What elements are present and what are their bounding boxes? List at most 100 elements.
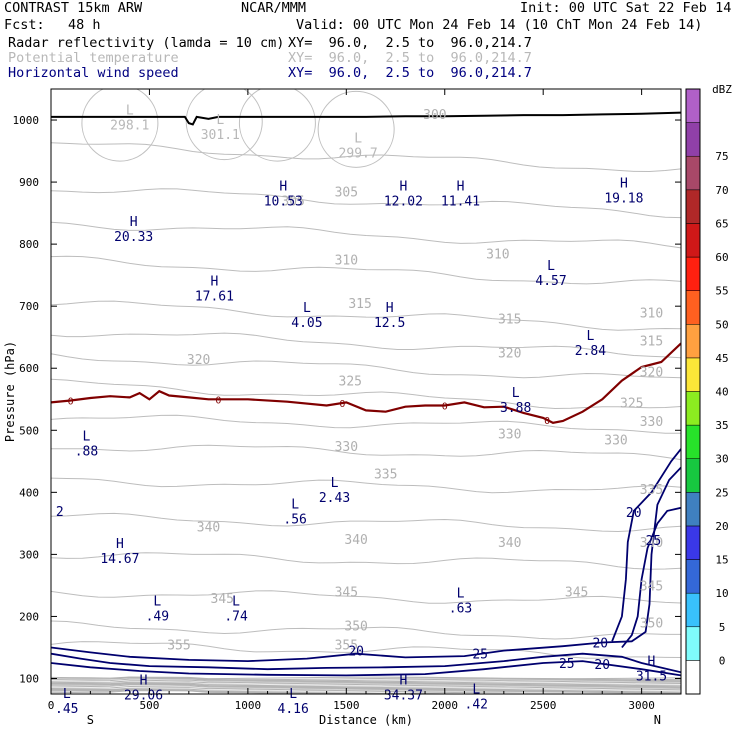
colorbar-swatch	[685, 592, 701, 628]
extremum-marker: L	[153, 595, 161, 610]
contour-labels: 355 355 350 350 345 345 345 345 340 340 340 340 335 3…	[55, 104, 667, 717]
theta-label: 325	[339, 375, 362, 390]
extremum-value: 34.37	[384, 688, 423, 703]
y-axis-label: Pressure (hPa)	[3, 341, 17, 442]
forecast-hour: 48 h	[68, 17, 101, 33]
theta-label: 330	[498, 427, 521, 442]
colorbar-tick-label: 50	[715, 318, 728, 331]
freezing-level-label: 0	[68, 396, 74, 407]
colorbar-tick-label: 45	[715, 352, 728, 365]
theta-label: 335	[640, 483, 663, 498]
plot-background	[51, 89, 681, 694]
extremum-marker: L	[354, 132, 362, 147]
colorbar-swatch	[685, 155, 701, 191]
extremum-value: .56	[283, 513, 306, 528]
colorbar-tick-label: 20	[715, 520, 728, 533]
extremum-marker: L	[472, 683, 480, 698]
extremum-value: .88	[75, 444, 98, 459]
extremum-marker: L	[512, 386, 520, 401]
theta-contour-upper	[51, 689, 681, 692]
organization-label: NCAR/MMM	[241, 0, 307, 16]
colorbar-swatch	[685, 559, 701, 594]
extremum-value: 3.88	[500, 401, 531, 416]
extremum-marker: L	[291, 498, 299, 513]
theta-label: 340	[498, 536, 521, 551]
theta-label: 315	[640, 334, 663, 349]
y-tick-label: 100	[19, 672, 39, 685]
colorbar-tick-label: 0	[719, 654, 726, 667]
extremum-marker: H	[620, 176, 628, 191]
extremum-value: 4.57	[535, 274, 566, 289]
theta-label: 355	[167, 638, 190, 653]
init-time: Init: 00 UTC Sat 22 Feb 14	[520, 0, 732, 16]
colorbar-swatch	[685, 660, 701, 695]
x-tick-label: 1000	[235, 699, 262, 712]
freezing-level-label: 0	[215, 395, 221, 406]
theta-label: 330	[604, 434, 627, 449]
freezing-level-line	[51, 342, 681, 424]
extremum-value: .45	[55, 702, 78, 717]
theta-label: 350	[640, 617, 663, 632]
colorbar-tick-label: 55	[715, 285, 728, 298]
x-tick-label: 1500	[333, 699, 360, 712]
extremum-value: 2.43	[319, 491, 350, 506]
theta-label: 345	[640, 579, 663, 594]
theta-label: 330	[640, 415, 663, 430]
theta-contour	[51, 620, 681, 640]
wind-contour	[611, 448, 681, 642]
y-tick-label: 200	[19, 610, 39, 623]
theta-closed-contour	[238, 89, 316, 162]
extremum-marker: H	[279, 179, 287, 194]
partial-label: 2	[56, 505, 64, 520]
theta-closed-contour	[317, 90, 395, 168]
x-tick-label: 2500	[530, 699, 557, 712]
theta-label: 345	[335, 586, 358, 601]
extremum-value: 10.53	[264, 194, 303, 209]
colorbar-tick-label: 15	[715, 554, 728, 567]
y-tick-label: 500	[19, 424, 39, 437]
wind-contour	[51, 466, 681, 663]
colorbar-tick-label: 10	[715, 587, 728, 600]
y-tick-label: 1000	[13, 114, 40, 127]
colorbar-swatch	[685, 492, 701, 527]
colorbar-unit: dBZ	[712, 83, 732, 96]
surface-pressure-line	[51, 111, 681, 126]
theta-contour	[51, 142, 681, 173]
theta-label: 320	[498, 347, 521, 362]
field-name-theta: Potential temperature	[8, 50, 179, 66]
extremum-marker: L	[303, 301, 311, 316]
colorbar-swatch	[685, 357, 701, 392]
theta-contour	[51, 300, 681, 331]
theta-label: 345	[565, 586, 588, 601]
wind-label: 20	[348, 645, 364, 660]
extremum-marker: L	[457, 586, 465, 601]
upper-theta-contours	[51, 676, 681, 694]
theta-contour	[51, 552, 681, 570]
extremum-value: 14.67	[100, 552, 139, 567]
extremum-marker: H	[130, 215, 138, 230]
wind-label: 25	[646, 534, 662, 549]
theta-contour-upper	[51, 682, 681, 686]
extremum-value: 301.1	[201, 128, 240, 143]
extremum-value: 298.1	[110, 119, 149, 134]
theta-label: 320	[640, 365, 663, 380]
extremum-marker: H	[648, 655, 656, 670]
field-xy-wind: XY= 96.0, 2.5 to 96.0,214.7	[288, 65, 532, 81]
colorbar-swatch	[685, 256, 701, 291]
theta-closed-contour	[81, 89, 159, 162]
x-axis-label: Distance (km)	[319, 713, 413, 727]
theta-contour	[51, 188, 681, 219]
theta-label: 305	[281, 195, 304, 210]
extremum-marker: L	[126, 104, 134, 119]
extremum-value: .63	[449, 601, 472, 616]
extremum-marker: L	[83, 429, 91, 444]
extremum-value: 2.84	[575, 344, 606, 359]
extremum-marker: H	[140, 673, 148, 688]
theta-label: 310	[335, 254, 358, 269]
chart-title: CONTRAST 15km ARW	[4, 0, 143, 16]
theta-contour-upper	[51, 685, 681, 689]
theta-contour-upper	[51, 679, 681, 684]
colorbar-swatch	[685, 189, 701, 224]
freezing-level: 0 0 0 0 0	[51, 342, 681, 427]
